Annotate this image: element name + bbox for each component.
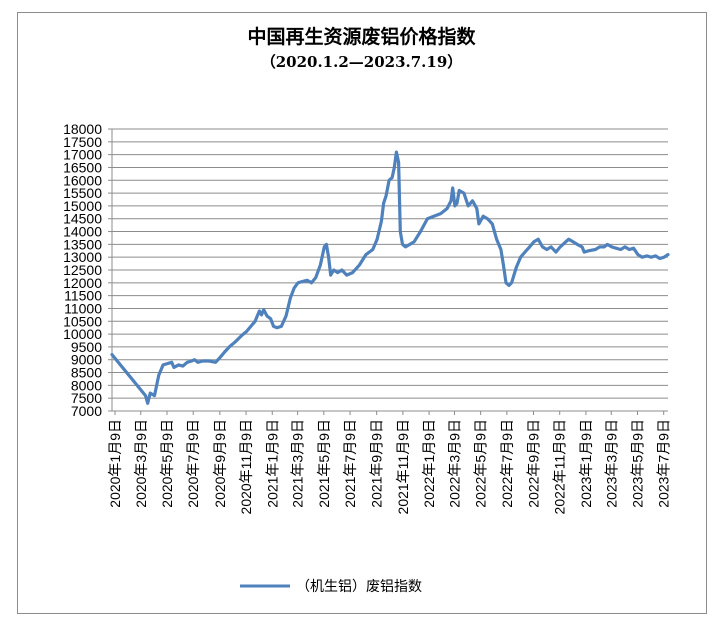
y-axis-ticks: 7000750080008500900095001000010500110001… bbox=[63, 121, 112, 419]
x-tick-label-11: 2021年11月9日 bbox=[395, 419, 411, 514]
x-tick-label-16: 2022年9月9日 bbox=[526, 419, 542, 508]
legend: （机生铝）废铝指数 bbox=[240, 579, 422, 595]
y-tick-label-18000: 18000 bbox=[63, 121, 102, 137]
y-tick-label-9000: 9000 bbox=[71, 352, 102, 368]
x-tick-label-21: 2023年7月9日 bbox=[656, 419, 672, 508]
y-tick-label-13000: 13000 bbox=[63, 249, 102, 265]
x-tick-label-19: 2023年3月9日 bbox=[603, 419, 619, 508]
y-tick-label-7500: 7500 bbox=[71, 390, 102, 406]
chart-frame bbox=[17, 12, 707, 614]
y-tick-label-9500: 9500 bbox=[71, 339, 102, 355]
y-tick-label-16500: 16500 bbox=[63, 159, 102, 175]
x-tick-label-4: 2020年9月9日 bbox=[212, 419, 228, 508]
series-line-0 bbox=[110, 150, 670, 405]
y-tick-label-14500: 14500 bbox=[63, 211, 102, 227]
x-tick-label-8: 2021年5月9日 bbox=[316, 419, 332, 508]
y-tick-label-12000: 12000 bbox=[63, 275, 102, 291]
x-tick-label-18: 2023年1月9日 bbox=[578, 419, 594, 508]
y-tick-label-12500: 12500 bbox=[63, 262, 102, 278]
x-tick-label-20: 2023年5月9日 bbox=[629, 419, 645, 508]
x-tick-label-7: 2021年3月9日 bbox=[290, 419, 306, 508]
y-tick-label-10500: 10500 bbox=[63, 313, 102, 329]
y-tick-label-14000: 14000 bbox=[63, 224, 102, 240]
x-tick-label-12: 2022年1月9日 bbox=[421, 419, 437, 508]
legend-label: （机生铝）废铝指数 bbox=[296, 579, 422, 595]
x-tick-label-2: 2020年5月9日 bbox=[159, 419, 175, 508]
y-tick-label-8500: 8500 bbox=[71, 365, 102, 381]
y-tick-label-15000: 15000 bbox=[63, 198, 102, 214]
y-tick-label-15500: 15500 bbox=[63, 185, 102, 201]
x-tick-label-0: 2020年1月9日 bbox=[107, 419, 123, 508]
x-tick-label-13: 2022年3月9日 bbox=[446, 419, 462, 508]
y-tick-label-17500: 17500 bbox=[63, 134, 102, 150]
x-tick-label-10: 2021年9月9日 bbox=[369, 419, 385, 508]
y-tick-label-17000: 17000 bbox=[63, 147, 102, 163]
x-tick-label-3: 2020年7月9日 bbox=[185, 419, 201, 508]
y-tick-label-8000: 8000 bbox=[71, 377, 102, 393]
y-tick-label-11500: 11500 bbox=[64, 288, 102, 304]
gridlines bbox=[112, 128, 668, 399]
x-tick-label-17: 2022年11月9日 bbox=[552, 419, 568, 514]
x-tick-label-9: 2021年7月9日 bbox=[342, 419, 358, 508]
chart-subtitle: （2020.1.2—2023.7.19） bbox=[260, 53, 463, 71]
x-axis-ticks: 2020年1月9日 2020年3月9日 2020年5月9日 2020年7月9日 2020… bbox=[107, 411, 672, 514]
y-tick-label-13500: 13500 bbox=[63, 236, 102, 252]
x-tick-label-15: 2022年7月9日 bbox=[499, 419, 515, 508]
x-tick-label-1: 2020年3月9日 bbox=[133, 419, 149, 508]
y-tick-label-16000: 16000 bbox=[63, 172, 102, 188]
y-tick-label-7000: 7000 bbox=[71, 403, 102, 419]
x-tick-label-6: 2021年1月9日 bbox=[264, 419, 280, 508]
x-tick-label-5: 2020年11月9日 bbox=[238, 419, 254, 514]
x-tick-label-14: 2022年5月9日 bbox=[473, 419, 489, 508]
chart-title: 中国再生资源废铝价格指数 bbox=[247, 26, 476, 48]
y-tick-label-10000: 10000 bbox=[63, 326, 102, 342]
y-tick-label-11000: 11000 bbox=[64, 300, 102, 316]
series-group bbox=[110, 150, 670, 405]
